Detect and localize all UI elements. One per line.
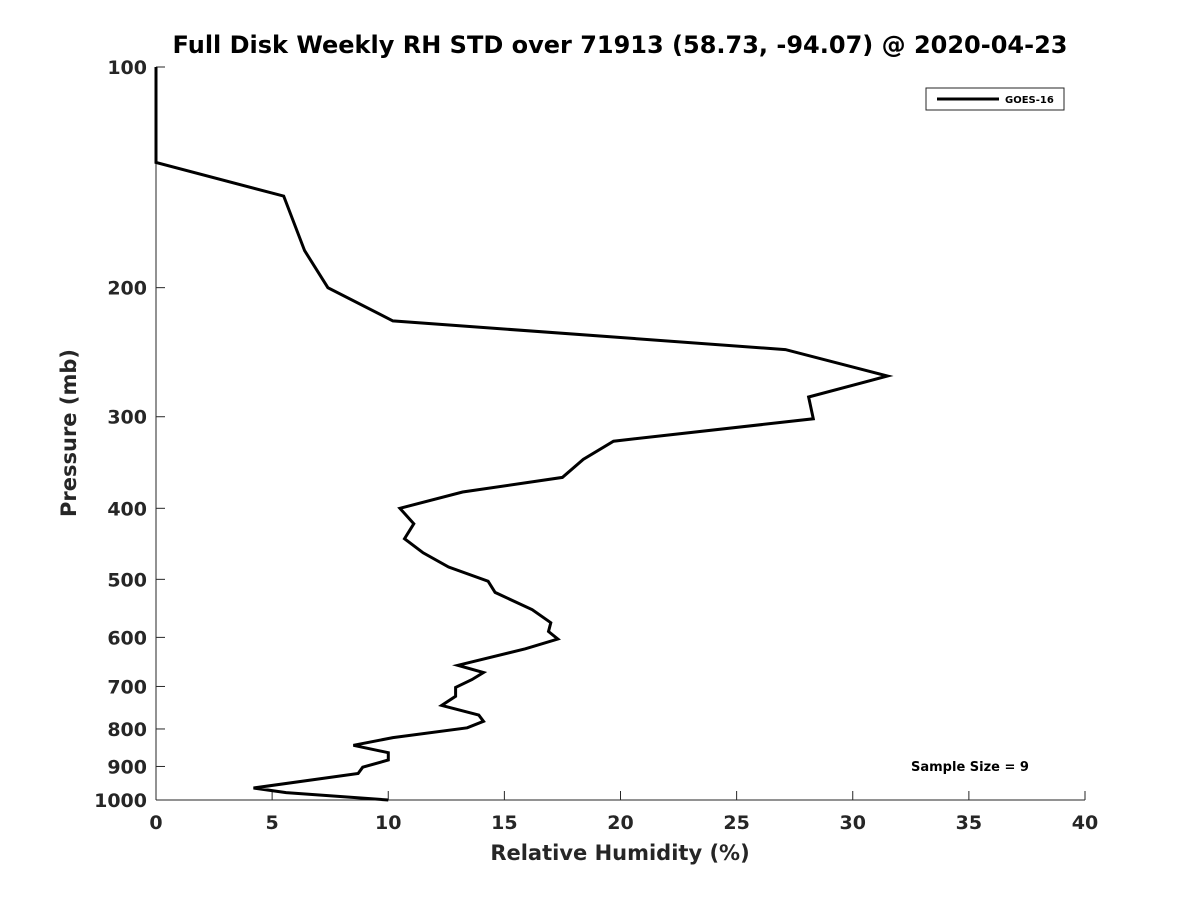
chart-title: Full Disk Weekly RH STD over 71913 (58.7… [173, 31, 1068, 59]
y-tick-label: 600 [107, 627, 147, 649]
x-axis-ticks: 0 5 10 15 20 25 30 35 40 [149, 791, 1098, 834]
x-tick-label: 30 [840, 812, 866, 834]
legend-label-goes-16: GOES-16 [1005, 95, 1054, 106]
y-tick-label: 100 [107, 57, 147, 79]
plot-area [155, 67, 1085, 801]
y-tick-label: 700 [107, 676, 147, 698]
x-tick-label: 5 [266, 812, 279, 834]
y-axis-label: Pressure (mb) [57, 349, 81, 517]
y-tick-label: 300 [107, 407, 147, 429]
y-axis-ticks: 100 200 300 400 500 600 700 800 900 1000 [94, 57, 165, 812]
y-tick-label: 500 [107, 569, 147, 591]
x-tick-label: 35 [956, 812, 982, 834]
x-tick-label: 20 [607, 812, 633, 834]
legend: GOES-16 [925, 87, 1065, 111]
x-tick-label: 0 [149, 812, 162, 834]
x-tick-label: 40 [1072, 812, 1098, 834]
y-tick-label: 1000 [94, 790, 147, 812]
x-tick-label: 15 [491, 812, 517, 834]
y-tick-label: 400 [107, 498, 147, 520]
series-layer [154, 67, 894, 802]
x-axis-label: Relative Humidity (%) [490, 841, 749, 865]
sample-size-annotation: Sample Size = 9 [911, 760, 1029, 775]
y-tick-label: 800 [107, 719, 147, 741]
x-tick-label: 25 [723, 812, 749, 834]
y-tick-label: 900 [107, 756, 147, 778]
x-tick-label: 10 [375, 812, 401, 834]
series-line-goes-16 [154, 67, 894, 802]
y-tick-label: 200 [107, 278, 147, 300]
